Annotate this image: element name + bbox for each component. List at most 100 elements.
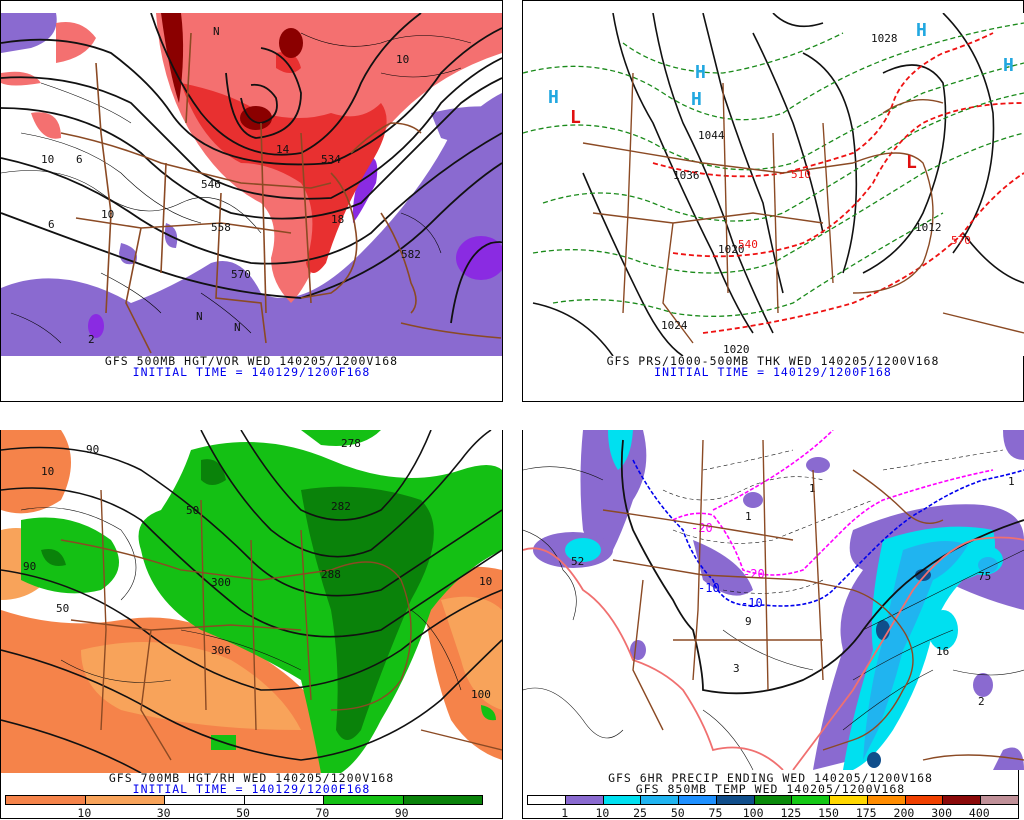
isobar-label: 1044 [698,129,725,142]
map-label: 570 [231,268,251,281]
precip-value-label: 2 [978,695,985,708]
high-labels: H H H H H [548,20,1014,110]
isotherm-minus20 [672,430,994,576]
colorbar-tick-label: 1 [561,806,569,820]
high-pressure-label: H [916,20,927,41]
map-label: 534 [321,153,341,166]
height-contours [1,13,502,324]
precip-blue [863,541,998,760]
isobar-label: 1024 [661,319,688,332]
vorticity-dark-red-fill [161,13,303,130]
low-labels: L L [570,107,917,173]
panel-title: GFS 500MB HGT/VOR WED 140205/1200V168 [104,354,399,368]
isobars [532,13,1024,356]
colorbar-tick-label: 70 [315,806,330,820]
map-label: 90 [23,560,36,573]
colorbar-swatch [244,796,324,804]
precip-value-label: 16 [936,645,949,658]
precip-value-label: 75 [978,570,991,583]
rh-colorbar-labels: 10 30 50 70 90 [5,806,481,820]
precip-value-label: 1 [809,482,816,495]
map-700mb: 278 282 288 300 306 50 50 90 90 10 10 10… [1,430,502,773]
rh-contours [20,507,462,691]
precip-value-label: 92 [868,768,881,770]
map-label: 10 [479,575,492,588]
map-label: N [234,321,241,334]
state-borders [60,32,502,354]
map-label: 10 [41,465,54,478]
map-500mb: 534 546 558 570 582 10 10 10 14 18 N N N… [1,13,502,356]
panel-title: GFS 6HR PRECIP ENDING WED 140205/1200V16… [608,771,933,785]
colorbar-tick-label: 125 [780,806,802,820]
colorbar-tick-label: 50 [670,806,685,820]
colorbar-tick-label: 30 [156,806,171,820]
colorbar-swatch [943,796,982,804]
map-label: 100 [471,688,491,701]
colorbar-tick-label: 300 [931,806,952,820]
map-label: N [196,310,203,323]
precip-value-label: 52 [571,555,584,568]
low-pressure-label: L [570,107,581,128]
map-labels: 278 282 288 300 306 50 50 90 90 10 10 10… [23,437,492,701]
colorbar-tick-label: 100 [742,806,764,820]
high-pressure-label: H [695,62,706,83]
colorbar-tick-label: 400 [968,806,990,820]
high-pressure-label: H [1003,55,1014,76]
colorbar-swatch [165,796,245,804]
state-borders [582,72,1024,344]
colorbar-swatch [716,796,755,804]
isobar-label: 1020 [723,343,750,356]
colorbar-tick-label: 50 [236,806,250,820]
map-label: 582 [401,248,421,261]
panel-500mb-height-vorticity: 534 546 558 570 582 10 10 10 14 18 N N N… [0,0,503,402]
isotherm-label: -10 [741,596,763,610]
precip-value-label: 1 [745,510,752,523]
initial-time: INITIAL TIME = 140129/1200F168 [654,365,892,379]
colorbar-swatch [981,796,1018,804]
isobar-label: 1020 [718,243,745,256]
initial-time: INITIAL TIME = 140129/1200F168 [132,365,371,379]
freezing-line-surface [523,536,1024,770]
precip-value-label: 3 [733,662,740,675]
temperature-contours [523,466,1024,770]
colorbar-swatch [324,796,404,804]
colorbar-swatch [679,796,717,804]
map-label: N [213,25,220,38]
map-label: 558 [211,221,231,234]
thickness-red [652,32,1024,334]
colorbar-tick-label: 25 [633,806,647,820]
map-label: 6 [48,218,55,231]
map-labels: 1028 1036 1044 1020 1012 1020 1024 540 5… [661,32,971,356]
rh-very-moist-green [41,459,434,740]
precip-value-label: 9 [745,615,752,628]
precip-colorbar-labels: 1 10 25 50 75 100 125 150 175 200 300 400 [527,806,1017,820]
colorbar-tick-label: 175 [855,806,877,820]
low-pressure-label: L [906,152,917,173]
isotherm-label: -10 [698,581,720,595]
colorbar-tick-label: 75 [708,806,723,820]
isotherm-minus10 [632,459,1024,607]
high-pressure-label: H [548,87,559,108]
colorbar-swatch [85,796,165,804]
isotherm-label: -20 [743,567,765,581]
isobar-label: 1012 [915,221,942,234]
panel-subtitle: GFS 850MB TEMP WED 140205/1200V168 [635,782,906,796]
precip-dark-blue [867,569,931,768]
panel-pressure-thickness: H H H H H L L 1028 1036 1044 1020 1012 1… [522,0,1024,402]
precip-value-label: 1 [1008,475,1015,488]
map-label: 6 [76,153,83,166]
zero-isotherm [620,439,1024,695]
colorbar-swatch [905,796,944,804]
colorbar-swatch [603,796,642,804]
colorbar-swatch [867,796,906,804]
colorbar-tick-label: 200 [893,806,915,820]
panel-700mb-height-rh: 278 282 288 300 306 50 50 90 90 10 10 10… [0,430,503,820]
colorbar-tick-label: 150 [818,806,839,820]
temperature-dashed [662,449,1004,594]
map-pressure-thickness: H H H H H L L 1028 1036 1044 1020 1012 1… [523,13,1024,356]
map-label: 10 [101,208,114,221]
thickness-label: 570 [951,234,971,247]
state-borders [602,439,1024,761]
precip-colorbar [527,795,1019,805]
colorbar-swatch [6,796,86,804]
